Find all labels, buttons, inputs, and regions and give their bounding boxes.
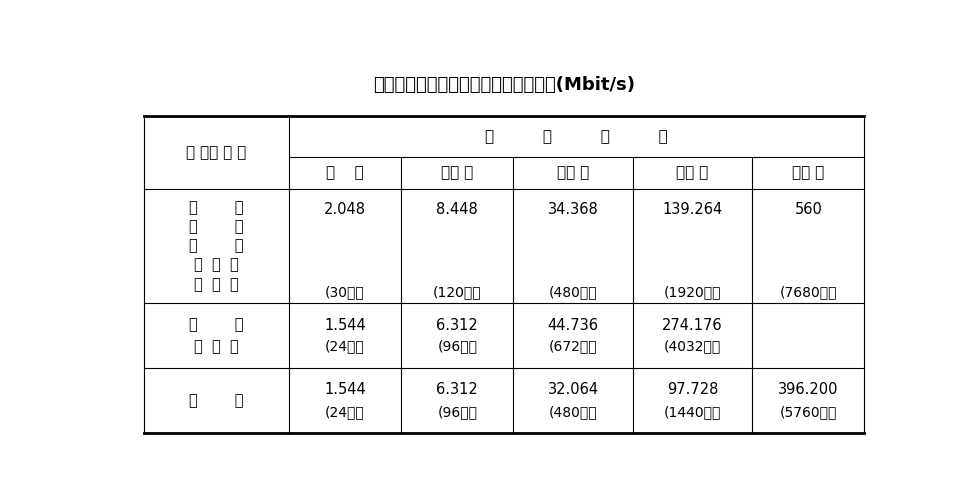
Text: (96路）: (96路）: [437, 406, 478, 419]
Text: 34.368: 34.368: [548, 202, 598, 217]
Text: (7680路）: (7680路）: [779, 285, 837, 299]
Text: (1920路）: (1920路）: [664, 285, 721, 299]
Text: 274.176: 274.176: [663, 318, 723, 333]
Text: (672路）: (672路）: [549, 339, 597, 353]
Text: (24路）: (24路）: [325, 406, 365, 419]
Text: 日        本: 日 本: [190, 394, 244, 408]
Text: 加  拿  大: 加 拿 大: [195, 339, 239, 354]
Text: 396.200: 396.200: [778, 382, 839, 396]
Text: 脉码调制的群路复用等级及其比特率表(Mbit/s): 脉码调制的群路复用等级及其比特率表(Mbit/s): [374, 76, 635, 94]
Text: 复          用          等          级: 复 用 等 级: [486, 129, 668, 144]
Text: 97.728: 97.728: [667, 382, 718, 396]
Text: 44.736: 44.736: [548, 318, 598, 333]
Text: 1.544: 1.544: [324, 318, 366, 333]
Text: 四次 群: 四次 群: [676, 166, 708, 180]
Text: 6.312: 6.312: [437, 382, 478, 396]
Text: 中        国: 中 国: [190, 200, 244, 216]
Text: 基    群: 基 群: [326, 166, 364, 180]
Text: 32.064: 32.064: [548, 382, 598, 396]
Text: 139.264: 139.264: [663, 202, 723, 217]
Text: (480路）: (480路）: [549, 406, 597, 419]
Text: (1440路）: (1440路）: [664, 406, 721, 419]
Text: (120路）: (120路）: [433, 285, 482, 299]
Text: 560: 560: [794, 202, 822, 217]
Text: (24路）: (24路）: [325, 339, 365, 353]
Text: 国 别、 地 区: 国 别、 地 区: [187, 145, 247, 160]
Text: (480路）: (480路）: [549, 285, 597, 299]
Text: 非        洲: 非 洲: [190, 238, 244, 254]
Text: 五次 群: 五次 群: [792, 166, 824, 180]
Text: 美        国: 美 国: [190, 318, 244, 332]
Text: (96路）: (96路）: [437, 339, 478, 353]
Text: (4032路）: (4032路）: [664, 339, 721, 353]
Text: 三次 群: 三次 群: [557, 166, 590, 180]
Text: 二次 群: 二次 群: [441, 166, 474, 180]
Text: (5760路）: (5760路）: [779, 406, 837, 419]
Text: 8.448: 8.448: [437, 202, 478, 217]
Text: 2.048: 2.048: [324, 202, 366, 217]
Text: (30路）: (30路）: [325, 285, 365, 299]
Text: 6.312: 6.312: [437, 318, 478, 333]
Text: 南  美  洲: 南 美 洲: [195, 258, 239, 272]
Text: 大  洋  洲: 大 洋 洲: [195, 276, 239, 291]
Text: 欧        洲: 欧 洲: [190, 220, 244, 234]
Text: 1.544: 1.544: [324, 382, 366, 396]
